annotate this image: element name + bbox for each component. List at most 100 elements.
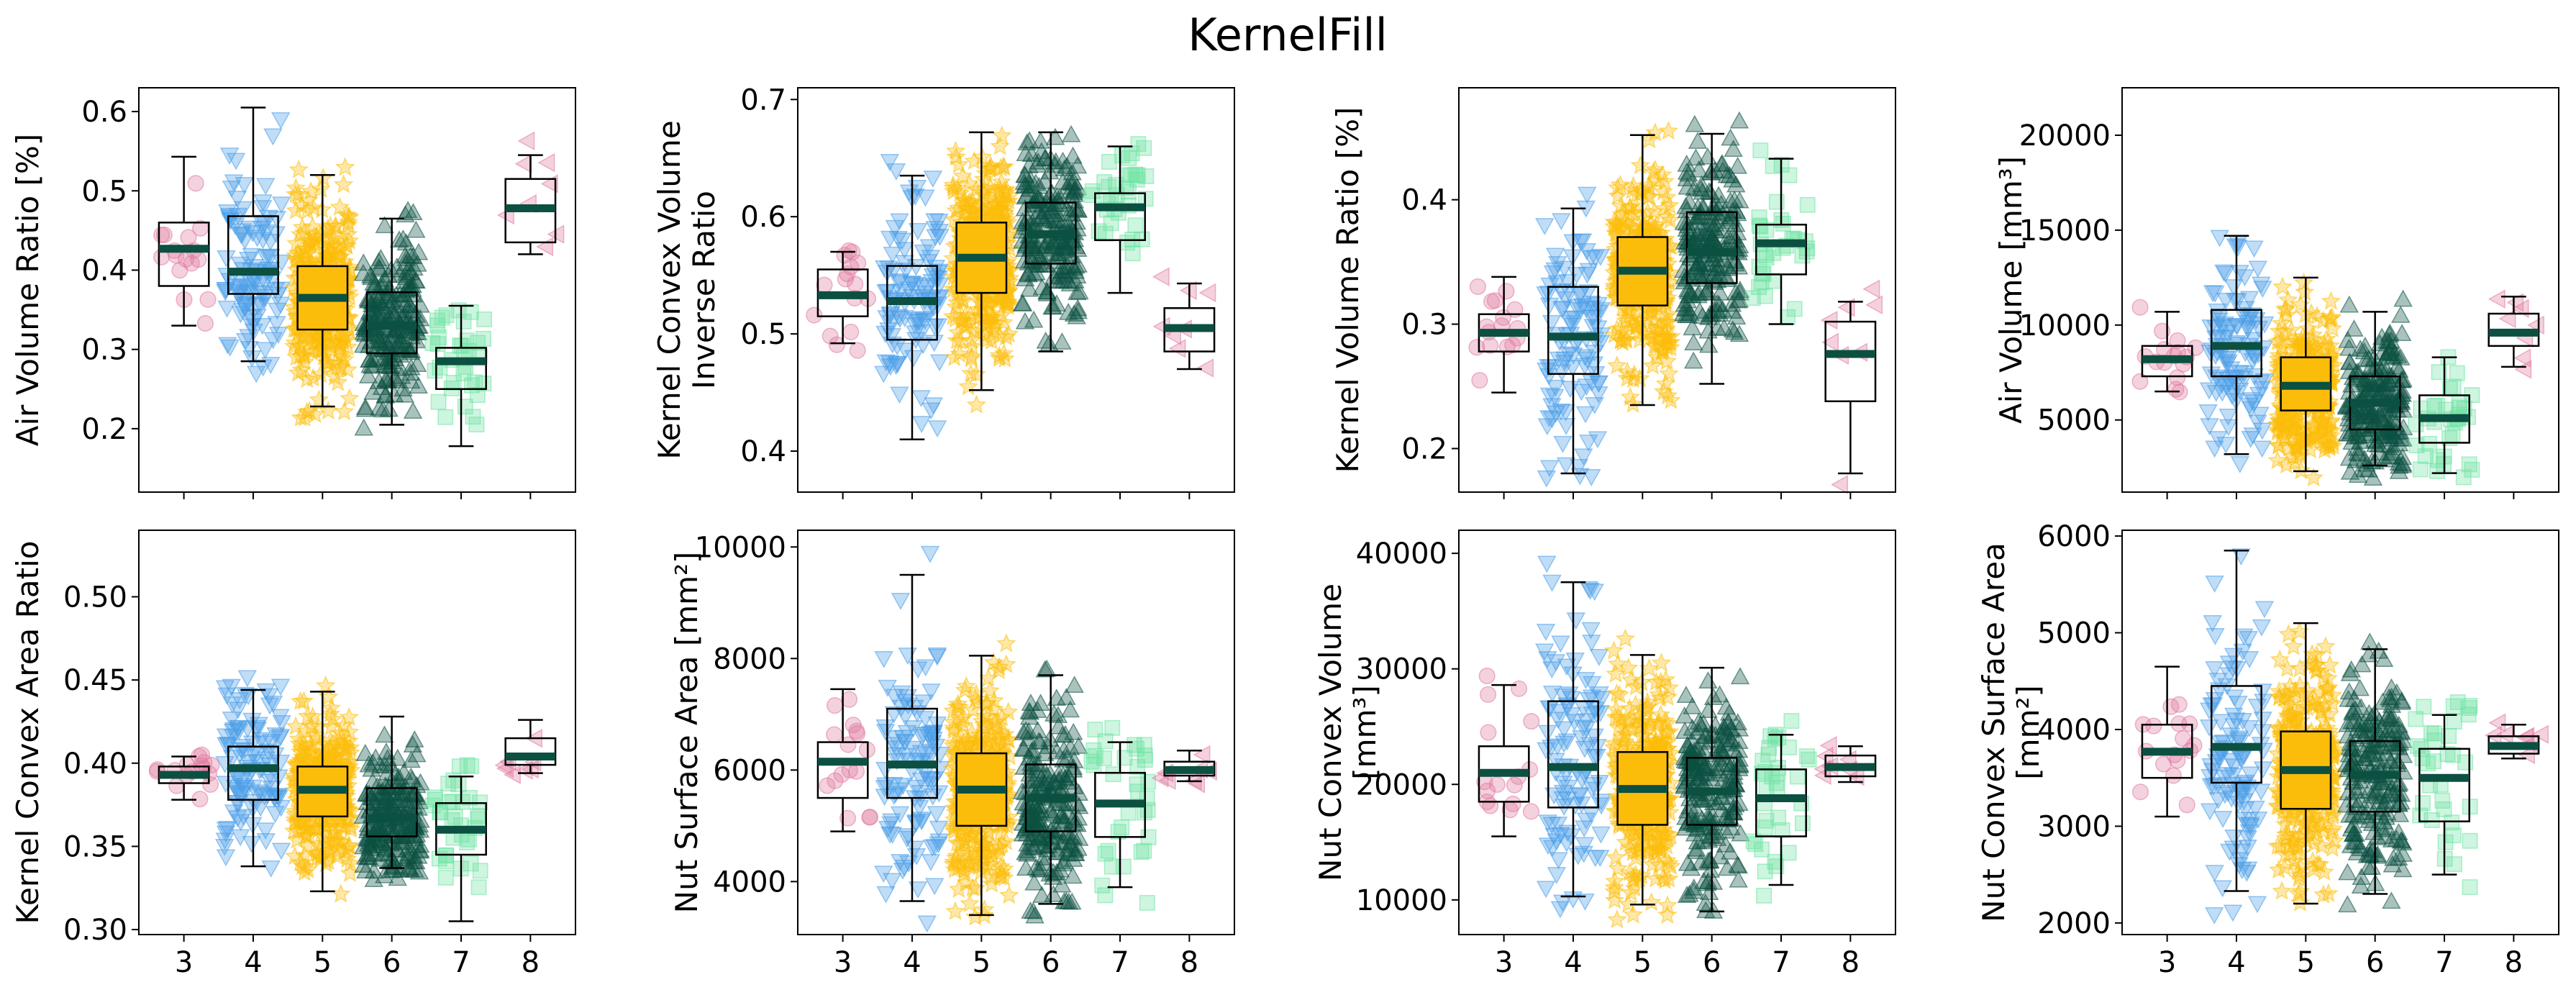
data-point: [401, 321, 420, 339]
y-tick-label: 20000: [2019, 119, 2111, 153]
data-point: [845, 717, 862, 734]
data-point: [253, 194, 273, 212]
data-point: [883, 336, 903, 354]
data-point: [1124, 245, 1141, 262]
data-point: [1136, 140, 1152, 156]
data-point: [286, 177, 306, 197]
y-tick-label: 0.2: [81, 413, 127, 446]
data-point: [2392, 324, 2412, 342]
data-point: [2187, 339, 2204, 356]
data-point: [1721, 128, 1740, 146]
data-point: [219, 147, 240, 165]
data-point: [310, 225, 331, 245]
data-point: [386, 285, 406, 303]
data-point: [238, 251, 258, 269]
data-point: [354, 418, 373, 436]
data-point: [822, 327, 839, 345]
data-point: [294, 352, 315, 371]
data-point: [354, 253, 373, 271]
data-point: [1152, 267, 1170, 286]
data-point: [309, 389, 329, 409]
data-point: [333, 174, 354, 194]
data-point: [467, 374, 483, 391]
data-point: [363, 382, 383, 400]
x-tick-label: 8: [1180, 946, 1198, 979]
data-point: [400, 278, 419, 296]
data-point: [355, 743, 376, 761]
data-point: [178, 756, 196, 773]
x-tick-label: 4: [903, 946, 921, 979]
data-point: [283, 335, 304, 355]
scatter-group-7: [424, 302, 493, 432]
data-point: [1196, 358, 1214, 378]
data-point: [1591, 826, 1611, 844]
data-point: [318, 400, 339, 420]
data-point: [334, 157, 355, 176]
data-point: [375, 725, 394, 743]
data-point: [895, 242, 914, 260]
data-point: [202, 776, 219, 793]
data-point: [826, 696, 844, 714]
data-point: [1052, 332, 1072, 350]
data-point: [384, 385, 404, 403]
data-point: [537, 153, 555, 173]
data-point: [2451, 399, 2467, 416]
y-tick-label: 0.45: [63, 664, 127, 697]
y-tick-label: 0.3: [1401, 309, 1447, 342]
data-point: [2426, 398, 2442, 414]
y-tick-label: 0.4: [740, 435, 786, 468]
data-point: [321, 332, 341, 351]
data-point: [2210, 230, 2229, 247]
data-point: [960, 363, 981, 383]
data-point: [917, 915, 937, 933]
data-point: [1114, 819, 1130, 835]
y-tick-label: 15000: [2019, 214, 2111, 247]
data-point: [315, 675, 336, 695]
data-point: [334, 401, 355, 421]
data-point: [355, 399, 376, 417]
data-point: [450, 776, 467, 793]
data-point: [2294, 281, 2315, 301]
data-point: [255, 342, 275, 360]
data-point: [358, 365, 378, 383]
y-tick-label: 8000: [713, 642, 786, 676]
data-point: [365, 277, 384, 295]
data-point: [401, 358, 421, 376]
data-point: [892, 232, 912, 250]
data-point: [263, 128, 283, 146]
data-point: [826, 726, 843, 743]
data-point: [303, 368, 324, 387]
data-point: [946, 200, 966, 219]
data-point: [1198, 283, 1216, 303]
data-point: [222, 180, 242, 198]
data-point: [1751, 279, 1767, 295]
data-point: [336, 204, 357, 224]
data-point: [355, 324, 375, 342]
figure-title: KernelFill: [1188, 9, 1388, 61]
data-point: [947, 322, 968, 342]
data-point: [1105, 766, 1121, 783]
data-point: [1606, 847, 1626, 866]
data-point: [1139, 894, 1155, 911]
data-point: [291, 359, 311, 379]
data-point: [1752, 142, 1769, 158]
data-point: [1607, 909, 1627, 929]
data-point: [1087, 722, 1103, 737]
data-point: [995, 348, 1015, 368]
data-point: [842, 258, 860, 276]
box-7: [435, 304, 487, 447]
data-point: [2252, 440, 2272, 458]
data-point: [383, 301, 403, 319]
data-point: [430, 394, 447, 410]
data-point: [966, 394, 987, 414]
data-point: [861, 809, 878, 826]
data-point: [924, 397, 943, 415]
y-axis-label: Inverse Ratio: [686, 191, 722, 389]
data-point: [398, 339, 417, 356]
data-point: [261, 860, 281, 878]
data-point: [250, 296, 270, 314]
data-point: [438, 307, 455, 324]
data-point: [368, 327, 388, 345]
data-point: [1478, 667, 1496, 684]
